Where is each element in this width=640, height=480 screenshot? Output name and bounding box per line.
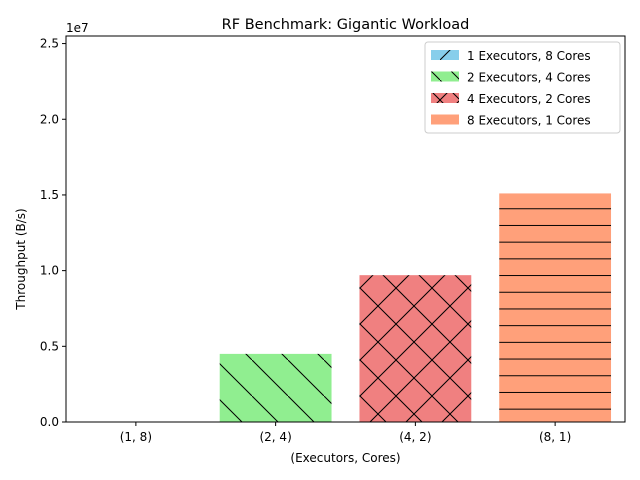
legend-label: 8 Executors, 1 Cores [467, 114, 591, 128]
y-tick-label: 0.5 [40, 339, 59, 353]
bar-3 [359, 275, 472, 422]
x-tick-label: (4, 2) [399, 430, 431, 444]
y-offset-label-text: 1e7 [66, 21, 89, 35]
y-tick-label: 2.5 [40, 37, 59, 51]
legend-label: 1 Executors, 8 Cores [467, 49, 591, 63]
legend: 1 Executors, 8 Cores 2 Executors, 4 Cores… [424, 41, 621, 134]
bar-2 [219, 353, 332, 422]
axes-group: 0.0 0.5 1.0 1.5 2.0 2.5 (1, 8) (2, 4) (4, 2) (8, … [40, 35, 626, 444]
chart-title: RF Benchmark: Gigantic Workload [222, 17, 470, 33]
x-tick-label: (2, 4) [259, 430, 291, 444]
legend-label: 4 Executors, 2 Cores [467, 92, 591, 106]
legend-swatch [431, 93, 459, 103]
legend-label: 2 Executors, 4 Cores [467, 71, 591, 85]
legend-box [424, 41, 621, 134]
bar-4 [499, 193, 612, 422]
legend-swatch [431, 114, 459, 125]
y-tick-label: 0.0 [40, 415, 59, 429]
bars-group [219, 193, 612, 422]
plot-frame [65, 35, 626, 423]
y-tick-label: 1.5 [40, 188, 59, 202]
y-tick-label: 2.0 [40, 112, 59, 126]
x-tick-label: (8, 1) [539, 430, 571, 444]
legend-swatch [431, 71, 459, 82]
x-tick-label: (1, 8) [120, 430, 152, 444]
x-axis-label: (Executors, Cores) [290, 451, 400, 465]
y-axis-label: Throughput (B/s) [14, 208, 28, 310]
y-offset-label: 1e7 [66, 21, 89, 35]
legend-swatch [431, 50, 459, 60]
y-tick-label: 1.0 [40, 264, 59, 278]
